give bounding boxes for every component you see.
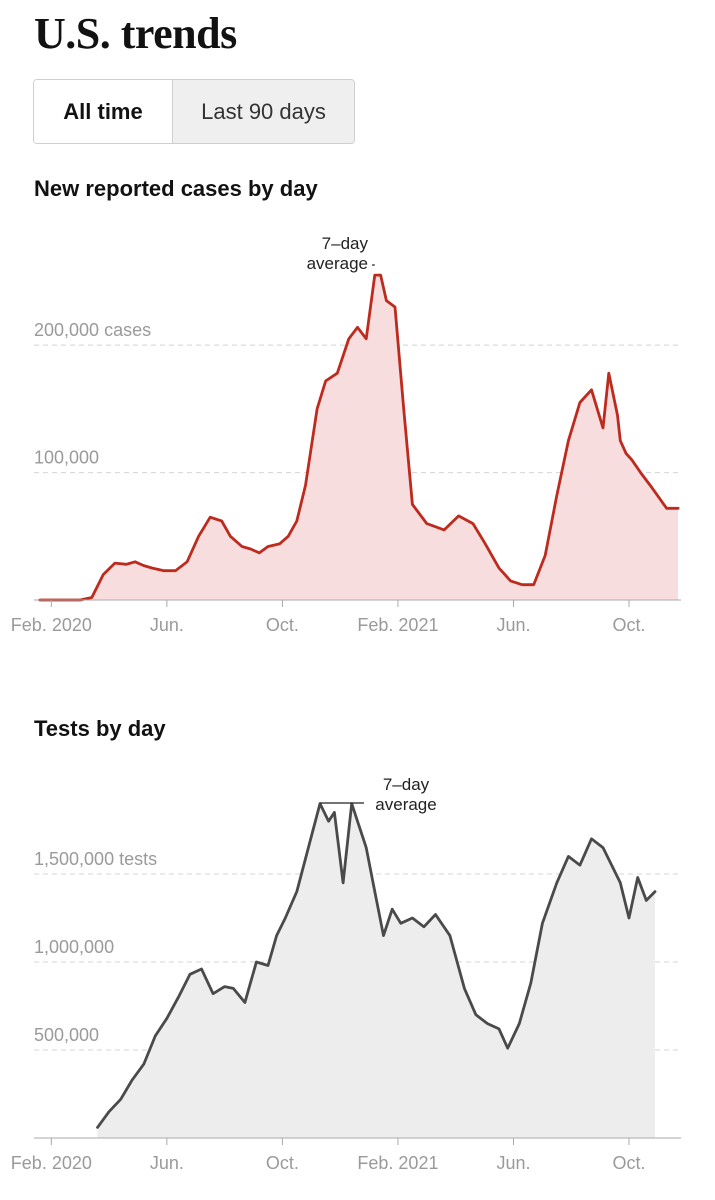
all-time-button[interactable]: All time [34, 80, 172, 143]
x-tick-label: Oct. [613, 615, 646, 635]
annotation-label: average [307, 254, 368, 273]
series-area [97, 803, 655, 1138]
x-tick-label: Oct. [266, 1153, 299, 1173]
tests-chart: 500,000 1,000,000 1,500,000 tests Feb. 2020… [11, 775, 681, 1173]
series-line [38, 273, 680, 602]
series-area [39, 275, 679, 600]
x-tick-label: Feb. 2020 [11, 1153, 92, 1173]
y-tick-label: 500,000 [34, 1025, 99, 1045]
x-tick-label: Feb. 2021 [357, 1153, 438, 1173]
y-tick-label: 100,000 [34, 448, 99, 468]
annotation-label: average [375, 795, 436, 814]
annotation-label: 7–day [383, 775, 430, 794]
time-range-toggle: All time Last 90 days [33, 79, 355, 144]
y-tick-label: 1,500,000 tests [34, 849, 157, 869]
y-tick-label: 1,000,000 [34, 937, 114, 957]
y-tick-label: 200,000 cases [34, 320, 151, 340]
x-tick-label: Feb. 2020 [11, 615, 92, 635]
x-tick-label: Jun. [496, 1153, 530, 1173]
cases-chart: 100,000 200,000 cases Feb. 2020 Jun. Oct. Feb… [11, 234, 681, 635]
x-tick-label: Jun. [150, 1153, 184, 1173]
page-title: U.S. trends [34, 9, 237, 58]
cases-chart-title: New reported cases by day [34, 176, 318, 201]
x-tick-label: Feb. 2021 [357, 615, 438, 635]
tests-chart-title: Tests by day [34, 716, 166, 741]
x-tick-label: Oct. [613, 1153, 646, 1173]
last-90-days-button[interactable]: Last 90 days [172, 80, 354, 143]
x-tick-label: Oct. [266, 615, 299, 635]
series-line [96, 802, 657, 1129]
x-tick-label: Jun. [496, 615, 530, 635]
annotation-label: 7–day [322, 234, 369, 253]
x-tick-label: Jun. [150, 615, 184, 635]
